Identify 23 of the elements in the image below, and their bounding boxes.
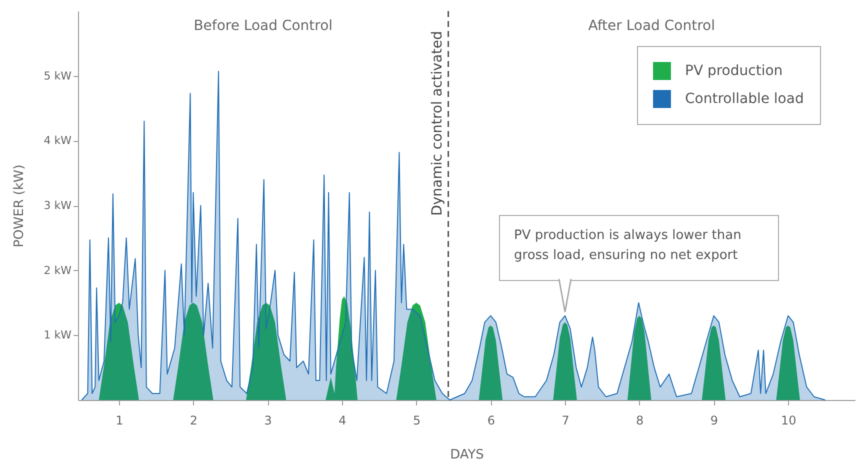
y-tick-label: 2 kW (44, 264, 72, 277)
x-tick-label: 1 (116, 414, 124, 428)
ref-line-label: Dynamic control activated (429, 31, 446, 216)
y-tick-label: 4 kW (44, 134, 72, 148)
x-tick-label: 2 (190, 414, 198, 428)
x-tick-label: 9 (710, 414, 718, 428)
x-tick-label: 4 (338, 414, 346, 428)
legend-label: Controllable load (685, 91, 804, 107)
y-axis-title: POWER (kW) (12, 164, 27, 248)
annotation: After Load Control (588, 18, 715, 34)
x-tick-label: 5 (412, 414, 421, 428)
y-tick-label: 3 kW (44, 199, 72, 212)
callout-box: PV production is always lower than gross load, ensuring no net export (499, 214, 780, 281)
x-axis-title: DAYS (450, 448, 484, 462)
x-tick-label: 3 (264, 414, 272, 428)
y-tick-label: 1 kW (44, 328, 72, 342)
legend-label: PV production (685, 63, 783, 79)
y-tick-label: 5 kW (44, 69, 72, 82)
annotation: Before Load Control (194, 18, 333, 34)
x-tick-label: 8 (636, 414, 644, 428)
x-tick-label: 7 (562, 414, 570, 428)
x-tick-label: 6 (487, 414, 495, 428)
x-tick-label: 10 (780, 414, 796, 428)
